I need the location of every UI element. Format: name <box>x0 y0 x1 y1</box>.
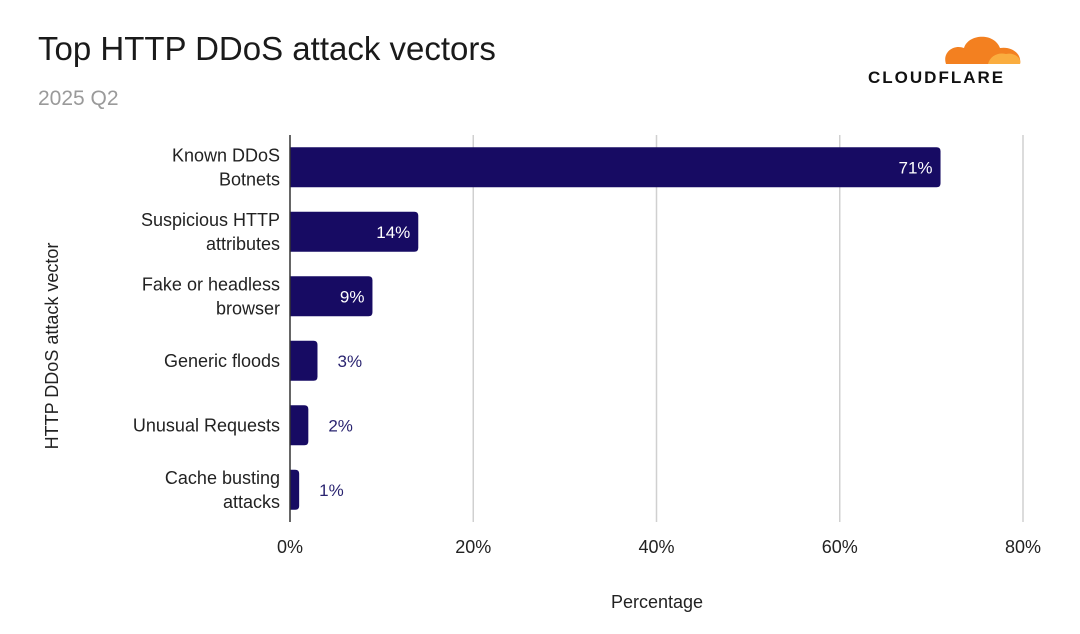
bar <box>290 276 373 317</box>
y-axis-title: HTTP DDoS attack vector <box>42 243 62 450</box>
x-tick-label: 80% <box>1005 537 1041 557</box>
cloud-icon <box>945 36 1021 64</box>
chart-title: Top HTTP DDoS attack vectors <box>38 30 496 67</box>
y-category-label: Botnets <box>219 169 280 189</box>
bar <box>290 147 941 188</box>
data-label: 2% <box>328 416 353 435</box>
x-tick-label: 40% <box>638 537 674 557</box>
logo-text: CLOUDFLARE <box>868 68 1006 87</box>
data-label: 9% <box>340 287 365 306</box>
y-category-label: attacks <box>223 492 280 512</box>
data-label: 3% <box>337 352 362 371</box>
chart-subtitle: 2025 Q2 <box>38 87 119 110</box>
y-category-label: browser <box>216 298 280 318</box>
cloudflare-logo: CLOUDFLARE <box>868 30 1024 90</box>
bar <box>290 469 300 510</box>
y-category-label: Known DDoS <box>172 145 280 165</box>
y-category-label: Generic floods <box>164 351 280 371</box>
x-tick-label: 20% <box>455 537 491 557</box>
data-label: 14% <box>376 223 410 242</box>
y-category-label: Suspicious HTTP <box>141 210 280 230</box>
x-tick-label: 60% <box>822 537 858 557</box>
x-tick-label: 0% <box>277 537 303 557</box>
y-category-label: attributes <box>206 234 280 254</box>
data-label: 1% <box>319 481 344 500</box>
y-category-label: Cache busting <box>165 468 280 488</box>
data-label: 71% <box>899 158 933 177</box>
bar <box>290 211 419 252</box>
y-category-label: Fake or headless <box>142 274 280 294</box>
bar <box>290 405 309 446</box>
y-category-label: Unusual Requests <box>133 415 280 435</box>
x-axis-title: Percentage <box>611 592 703 612</box>
bar <box>290 340 318 381</box>
